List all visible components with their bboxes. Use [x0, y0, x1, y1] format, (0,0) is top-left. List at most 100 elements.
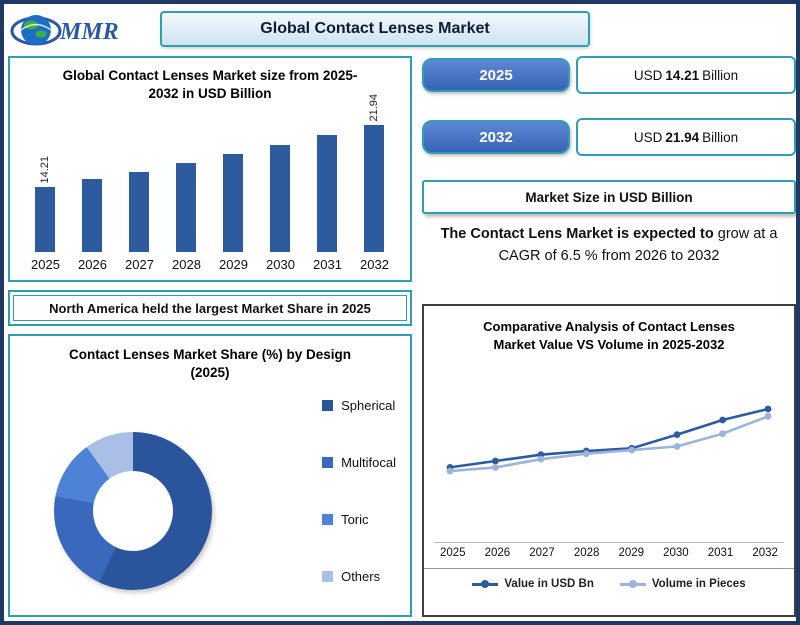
- line-point-marker: [719, 416, 726, 424]
- globe-icon: [21, 15, 51, 45]
- value-box-2025: USD 14.21 Billion: [576, 56, 796, 94]
- legend-swatch-icon: [322, 514, 334, 525]
- na-share-text: North America held the largest Market Sh…: [13, 295, 407, 321]
- line-chart-plot: [434, 364, 784, 536]
- line-chart-svg: [446, 405, 772, 475]
- bar: [82, 179, 103, 252]
- line-dot-icon: [628, 580, 637, 588]
- market-size-label: Market Size in USD Billion: [422, 180, 796, 214]
- donut-chart: [54, 432, 212, 590]
- bar-year-label: 2027: [125, 257, 154, 272]
- bar: [129, 172, 150, 252]
- bar: [35, 187, 56, 252]
- line-dot-icon: [481, 580, 490, 588]
- line-point-marker: [537, 455, 545, 463]
- x-tick-label: 2029: [618, 547, 645, 559]
- value-box-2032: USD 21.94 Billion: [576, 118, 796, 156]
- value-number: 21.94: [665, 129, 700, 145]
- line-point-marker: [492, 464, 499, 471]
- line-chart-panel: Comparative Analysis of Contact Lenses M…: [422, 304, 796, 617]
- year-pill-2032: 2032: [422, 120, 570, 154]
- line-point-marker: [673, 431, 681, 438]
- line-legend-label: Value in USD Bn: [504, 578, 594, 590]
- line-legend-label: Volume in Pieces: [651, 578, 746, 590]
- line-point-marker: [764, 412, 772, 420]
- donut-chart-title: Contact Lenses Market Share (%) by Desig…: [68, 347, 352, 381]
- x-tick-label: 2028: [573, 547, 600, 559]
- line-point-marker: [719, 430, 726, 438]
- bar-column: 2030: [266, 145, 295, 272]
- line-series: [449, 415, 769, 473]
- line-point-marker: [492, 457, 499, 465]
- x-tick-label: 2032: [752, 547, 778, 559]
- logo-text: MMR: [59, 19, 119, 45]
- line-point-marker: [764, 405, 772, 413]
- value-prefix: USD: [633, 67, 663, 83]
- na-share-banner: North America held the largest Market Sh…: [8, 290, 412, 326]
- bar-column: 2027: [125, 172, 154, 272]
- donut-chart-panel: Contact Lenses Market Share (%) by Desig…: [8, 334, 412, 617]
- bar-year-label: 2031: [313, 257, 342, 272]
- x-tick-label: 2027: [529, 547, 555, 559]
- line-marker-icon: [619, 580, 646, 588]
- cagr-statement: The Contact Lens Market is expected to g…: [422, 224, 796, 268]
- page-title: Global Contact Lenses Market: [160, 11, 590, 47]
- value-suffix: Billion: [702, 129, 739, 145]
- value-number: 14.21: [665, 67, 700, 83]
- line-chart-title: Comparative Analysis of Contact Lenses M…: [483, 319, 735, 352]
- x-tick-label: 2025: [440, 547, 466, 559]
- bar: [176, 163, 197, 252]
- value-prefix: USD: [633, 129, 663, 145]
- donut-legend: Spherical Multifocal Toric Others: [322, 398, 396, 584]
- line-marker-icon: [472, 580, 499, 588]
- bar-value-label: 14.21: [39, 156, 52, 184]
- bar-column: 2031: [313, 135, 342, 272]
- x-tick-label: 2026: [484, 547, 511, 559]
- stat-row-2025: 2025 USD 14.21 Billion: [422, 56, 796, 94]
- line-x-labels: 2025 2026 2027 2028 2029 2030 2031 2032: [434, 542, 784, 559]
- line-legend-item: Value in USD Bn: [472, 578, 594, 590]
- stat-row-2032: 2032 USD 21.94 Billion: [422, 118, 796, 156]
- bar: [317, 135, 338, 252]
- bar-column: 2029: [219, 154, 248, 272]
- line-point-marker: [446, 467, 454, 475]
- legend-item: Toric: [322, 512, 396, 527]
- line-point-marker: [582, 450, 590, 458]
- bar-column: 2028: [172, 163, 201, 272]
- bar-column: 2026: [78, 179, 107, 272]
- legend-item: Spherical: [322, 398, 396, 413]
- cagr-statement-bold: The Contact Lens Market is expected to: [440, 226, 714, 242]
- bar-year-label: 2032: [360, 257, 389, 272]
- bar-chart-plot: 14.21 2025 2026 2027 2028 2029 2030 2031 21.94 20…: [22, 94, 398, 272]
- legend-swatch-icon: [322, 400, 334, 411]
- bar: [223, 154, 244, 252]
- line-point-marker: [628, 446, 636, 454]
- legend-label: Multifocal: [341, 455, 396, 470]
- bar-year-label: 2030: [266, 257, 295, 272]
- bar-year-label: 2025: [31, 257, 60, 272]
- legend-swatch-icon: [322, 457, 334, 468]
- line-point-marker: [673, 443, 681, 450]
- bar-chart-panel: Global Contact Lenses Market size from 2…: [8, 56, 412, 282]
- x-tick-label: 2030: [663, 547, 689, 559]
- value-suffix: Billion: [702, 67, 739, 83]
- line-legend-item: Volume in Pieces: [619, 578, 746, 590]
- cagr-statement-rest: grow at a CAGR of 6.5 % from 2026 to 203…: [498, 226, 778, 264]
- bar-column: 21.94 2032: [360, 94, 389, 272]
- bar-year-label: 2026: [78, 257, 107, 272]
- bar-year-label: 2029: [219, 257, 248, 272]
- legend-label: Others: [341, 569, 381, 584]
- legend-item: Multifocal: [322, 455, 396, 470]
- mmr-logo: MMR: [10, 15, 119, 46]
- legend-swatch-icon: [322, 571, 334, 582]
- bar: [270, 145, 291, 252]
- line-series: [449, 407, 769, 469]
- year-pill-2025: 2025: [422, 58, 570, 92]
- legend-item: Others: [322, 569, 396, 584]
- x-tick-label: 2031: [707, 547, 734, 559]
- legend-label: Spherical: [341, 398, 396, 413]
- bar-year-label: 2028: [172, 257, 201, 272]
- line-legend: Value in USD Bn Volume in Pieces: [424, 568, 794, 590]
- legend-label: Toric: [341, 512, 369, 527]
